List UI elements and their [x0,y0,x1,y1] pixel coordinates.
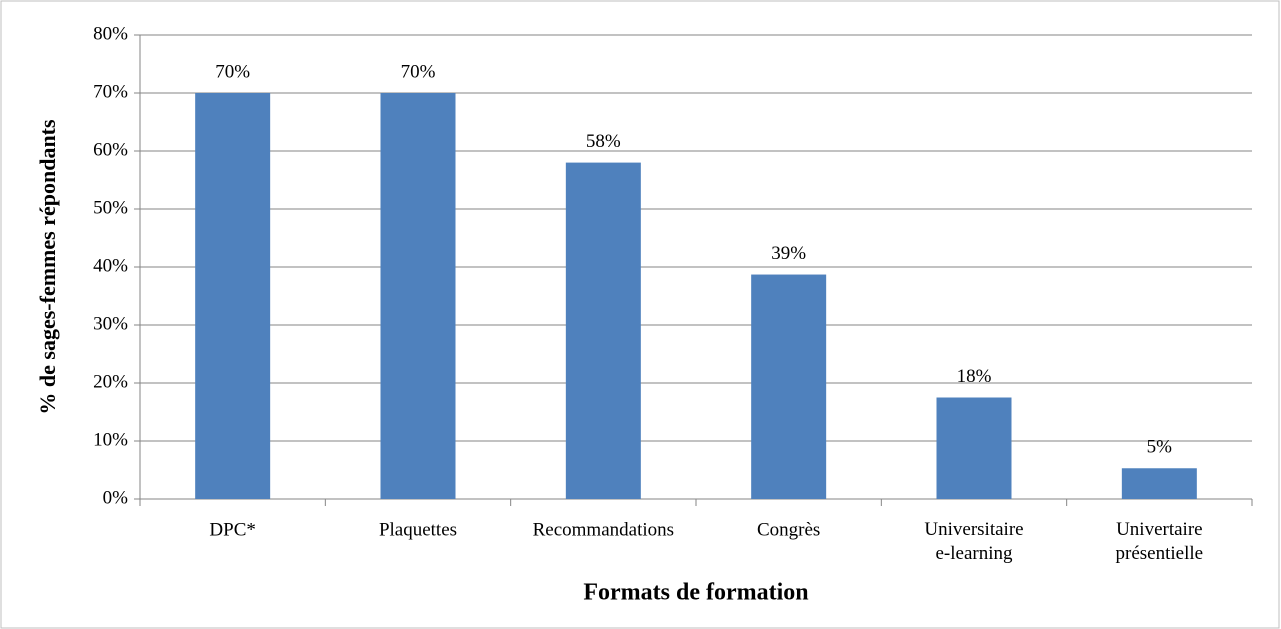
data-label: 58% [586,131,621,152]
y-tick-label: 70% [93,81,128,102]
x-axis-title: Formats de formation [583,580,808,606]
y-axis-title: % de sages-femmes répondants [35,119,60,415]
data-label: 5% [1147,437,1173,458]
y-tick-label: 50% [93,197,128,218]
y-tick-label: 60% [93,139,128,160]
data-label: 18% [957,366,992,387]
data-label: 70% [215,61,250,82]
bar [936,397,1012,499]
y-tick-label: 30% [93,313,128,334]
bar [751,274,827,499]
y-tick-label: 10% [93,429,128,450]
x-tick-label: Univertaire présentielle [1116,519,1204,564]
data-label: 70% [401,61,436,82]
bar [380,93,456,499]
bar [565,162,641,499]
x-tick-label: Recommandations [533,519,674,540]
x-tick-label: Universitaire e-learning [924,519,1023,564]
bar [195,93,271,499]
y-tick-label: 40% [93,255,128,276]
x-tick-label: DPC* [209,519,255,540]
bar [1121,468,1197,499]
y-tick-label: 20% [93,371,128,392]
y-tick-label: 0% [103,487,129,508]
data-label: 39% [771,243,806,264]
x-tick-label: Congrès [757,519,820,540]
x-tick-label: Plaquettes [379,519,457,540]
y-tick-label: 80% [93,23,128,44]
